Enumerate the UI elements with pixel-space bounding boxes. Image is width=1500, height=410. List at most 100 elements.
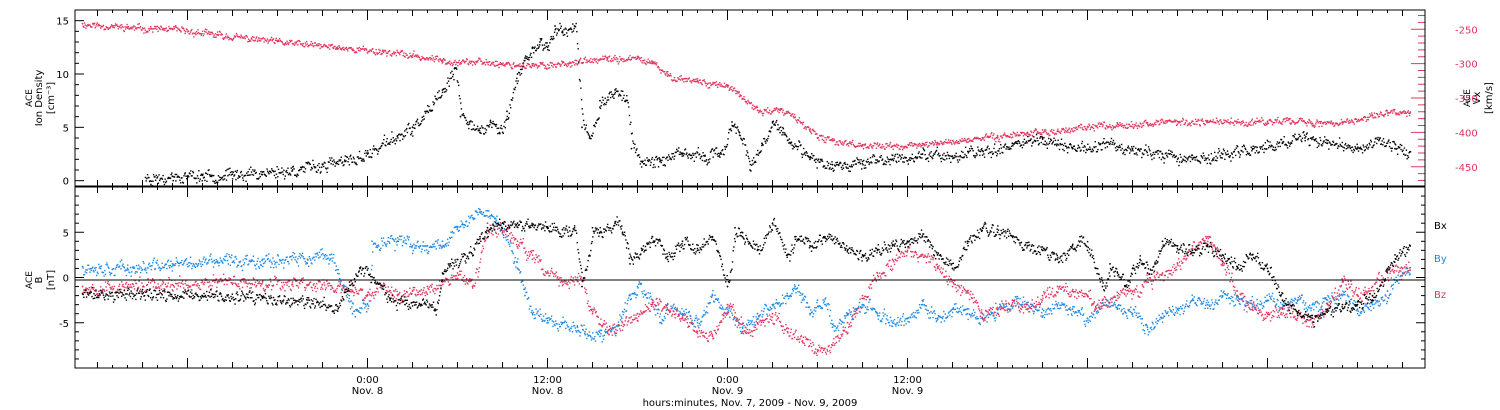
vx-point: [539, 61, 541, 64]
vx-point: [644, 59, 646, 61]
vx-point: [411, 56, 414, 58]
by-point: [463, 223, 466, 226]
density-point: [1389, 141, 1391, 144]
density-point: [621, 99, 623, 102]
vx-point: [895, 143, 898, 145]
density-point: [581, 108, 583, 110]
vx-point: [525, 64, 528, 67]
vx-point: [918, 145, 920, 147]
density-point: [1038, 142, 1040, 145]
vx-point: [621, 58, 624, 60]
by-point: [226, 259, 229, 262]
vx-point: [810, 132, 813, 135]
vx-point: [132, 26, 134, 28]
vx-point: [718, 84, 720, 86]
vx-point: [916, 147, 918, 149]
density-point: [643, 163, 646, 165]
vx-point: [1358, 120, 1361, 122]
density-point: [412, 135, 414, 137]
density-point: [1280, 139, 1283, 141]
vx-point: [889, 141, 892, 144]
density-point: [1143, 153, 1145, 155]
density-point-anchor: [561, 30, 564, 33]
density-point-anchor: [626, 99, 628, 102]
vx-point: [843, 141, 846, 143]
vx-point: [980, 139, 983, 141]
density-point: [335, 161, 338, 163]
density-point: [1060, 138, 1063, 140]
vx-point: [1286, 119, 1288, 121]
density-point: [1314, 139, 1316, 141]
vx-point-anchor: [381, 50, 384, 53]
density-point: [1141, 156, 1143, 159]
vx-point: [544, 65, 547, 67]
by-point: [332, 253, 335, 256]
density-point: [148, 176, 150, 179]
density-point: [299, 168, 301, 171]
vx-point: [139, 25, 142, 28]
vx-point: [1200, 120, 1203, 122]
density-point: [329, 159, 332, 161]
vx-point: [83, 26, 85, 29]
vx-point: [930, 142, 933, 145]
vx-point: [886, 142, 888, 145]
vx-point: [1281, 123, 1283, 125]
density-point: [152, 180, 154, 182]
density-point: [1258, 151, 1260, 153]
vx-point: [1260, 121, 1262, 123]
density-point: [1113, 143, 1115, 146]
vx-point: [355, 51, 358, 54]
density-point: [957, 161, 959, 163]
density-point: [877, 161, 880, 163]
y-tick-label: 0: [63, 177, 69, 188]
density-point: [646, 157, 648, 159]
vx-point: [538, 65, 541, 67]
vx-point: [824, 136, 826, 139]
density-point: [900, 158, 902, 160]
vx-point: [1389, 112, 1391, 114]
vx-point: [1100, 122, 1102, 124]
vx-point: [1115, 125, 1118, 127]
density-point: [920, 153, 922, 156]
by-point: [459, 225, 462, 228]
vx-point-anchor: [1371, 114, 1374, 117]
vx-point: [327, 46, 329, 49]
density-point: [1166, 156, 1169, 158]
vx-point: [177, 27, 179, 29]
density-point: [189, 173, 191, 175]
density-point: [564, 27, 567, 29]
vx-point: [1257, 120, 1260, 122]
vx-point: [848, 142, 851, 144]
vx-point: [1205, 120, 1208, 123]
density-point: [746, 151, 749, 154]
vx-point: [226, 37, 228, 39]
vx-point: [1350, 119, 1353, 121]
density-point: [397, 137, 399, 139]
density-point: [733, 124, 735, 127]
vx-point: [1125, 127, 1127, 129]
density-point: [420, 122, 422, 125]
density-point: [414, 123, 417, 126]
vx-point: [306, 43, 308, 45]
by-point: [180, 262, 182, 264]
density-point: [1156, 149, 1159, 152]
vx-point: [593, 57, 595, 60]
density-point: [175, 180, 177, 182]
by-point: [403, 240, 405, 242]
vx-point: [694, 81, 697, 83]
density-point: [1035, 133, 1038, 136]
density-point: [651, 158, 653, 161]
vx-point: [137, 23, 139, 26]
density-point: [227, 168, 230, 170]
vx-point: [199, 32, 202, 35]
vx-point: [1248, 123, 1251, 126]
by-point: [440, 247, 443, 249]
density-point: [1201, 157, 1204, 159]
vx-point: [1317, 120, 1319, 123]
density-point: [849, 170, 851, 173]
density-point-anchor: [453, 67, 456, 70]
density-point: [347, 161, 349, 163]
vx-point: [724, 86, 726, 88]
vx-point: [922, 144, 924, 146]
density-point: [1315, 140, 1318, 143]
